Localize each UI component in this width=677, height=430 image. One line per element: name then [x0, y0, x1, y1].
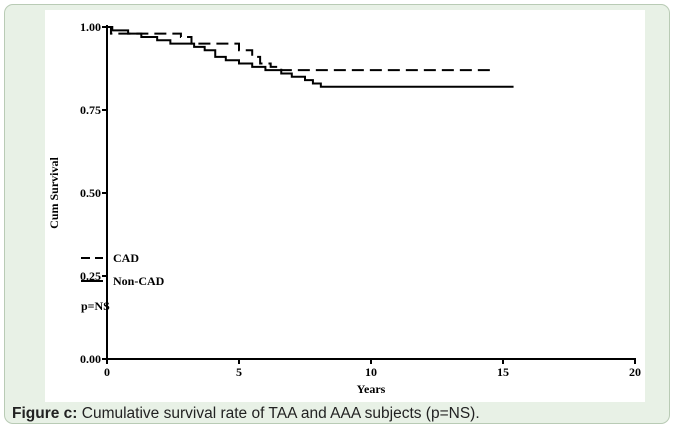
y-axis-title: Cum Survival — [47, 157, 61, 229]
x-tick-label: 0 — [104, 365, 110, 379]
legend-label: CAD — [113, 251, 139, 265]
series-layer — [107, 26, 514, 88]
survival-chart: 0.00 0.25 0.50 0.75 1.00 0 5 10 15 20 Years Cum Sur… — [47, 20, 641, 396]
annotation-text: p=NS — [81, 299, 110, 313]
series-line-non-cad — [107, 26, 514, 88]
series-line-cad — [107, 26, 493, 72]
y-tick-label: 0.00 — [80, 352, 101, 366]
y-tick-label: 0.25 — [80, 269, 101, 283]
axes: 0.00 0.25 0.50 0.75 1.00 0 5 10 15 20 Years Cum Sur… — [47, 20, 641, 396]
y-tick-label: 0.75 — [80, 103, 101, 117]
figure-caption: Figure c: Cumulative survival rate of TA… — [12, 405, 480, 423]
x-tick-label: 10 — [365, 365, 377, 379]
y-tick-label: 0.50 — [80, 186, 101, 200]
x-tick-label: 20 — [629, 365, 641, 379]
x-axis-title: Years — [357, 382, 386, 396]
caption-text: Cumulative survival rate of TAA and AAA … — [77, 405, 480, 422]
caption-label: Figure c: — [12, 405, 78, 422]
figure-panel: 0.00 0.25 0.50 0.75 1.00 0 5 10 15 20 Years Cum Sur… — [4, 4, 670, 424]
x-tick-label: 5 — [236, 365, 242, 379]
plot-area: 0.00 0.25 0.50 0.75 1.00 0 5 10 15 20 Years Cum Sur… — [45, 10, 645, 402]
legend-label: Non-CAD — [113, 274, 165, 288]
x-tick-label: 15 — [497, 365, 509, 379]
y-tick-label: 1.00 — [80, 20, 101, 34]
